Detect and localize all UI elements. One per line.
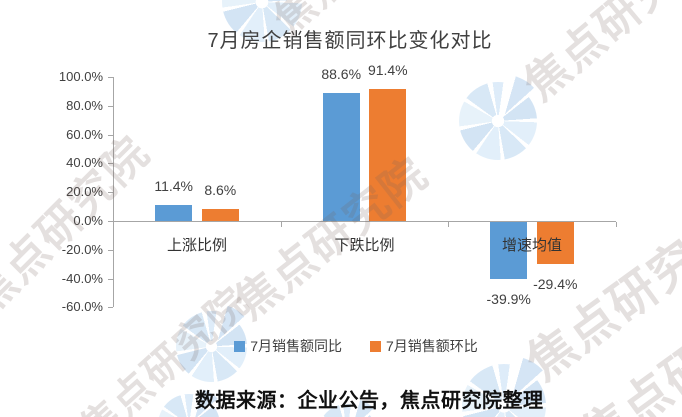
y-tick-label: 60.0% bbox=[66, 126, 103, 142]
y-tick-label: -60.0% bbox=[61, 299, 103, 315]
bar-yoy bbox=[322, 93, 360, 221]
y-tick-mark bbox=[108, 134, 113, 136]
x-tick-mark bbox=[280, 222, 282, 227]
y-tick-mark bbox=[108, 307, 113, 309]
y-tick-label: 80.0% bbox=[66, 97, 103, 113]
data-label: 88.6% bbox=[321, 66, 362, 83]
bar-mom bbox=[536, 222, 574, 265]
y-tick-label: 100.0% bbox=[58, 69, 103, 84]
data-label: -29.4% bbox=[533, 276, 578, 293]
legend-label: 7月销售额同比 bbox=[250, 338, 342, 354]
y-tick-mark bbox=[108, 278, 113, 280]
y-tick-mark bbox=[108, 163, 113, 165]
y-tick-label: -40.0% bbox=[61, 270, 103, 286]
y-tick-mark bbox=[108, 192, 113, 194]
y-tick-mark bbox=[108, 249, 113, 251]
y-tick-label: 0.0% bbox=[73, 213, 103, 228]
legend-label: 7月销售额环比 bbox=[386, 338, 478, 354]
bar-yoy bbox=[490, 222, 528, 280]
bar-mom bbox=[201, 208, 239, 221]
source-note: 数据来源：企业公告，焦点研究院整理 bbox=[195, 390, 544, 412]
data-label: -39.9% bbox=[486, 291, 531, 308]
legend-item-mom: 7月销售额环比 bbox=[370, 336, 478, 356]
data-label: 91.4% bbox=[367, 62, 408, 79]
y-tick-label: -20.0% bbox=[61, 241, 103, 257]
x-tick-mark bbox=[113, 222, 114, 227]
legend-item-yoy: 7月销售额同比 bbox=[234, 336, 342, 356]
legend: 7月销售额同比 7月销售额环比 bbox=[113, 336, 599, 356]
bar-mom bbox=[369, 89, 407, 221]
legend-swatch bbox=[234, 340, 246, 352]
category-label: 下跌比例 bbox=[334, 237, 395, 254]
y-tick-mark bbox=[108, 77, 113, 78]
y-tick-label: 40.0% bbox=[66, 155, 103, 171]
chart-title: 7月房企销售额同环比变化对比 bbox=[207, 30, 493, 52]
x-axis-line bbox=[113, 221, 616, 222]
y-tick-mark bbox=[108, 105, 113, 107]
y-axis-line bbox=[113, 77, 114, 308]
legend-swatch bbox=[370, 340, 381, 352]
y-tick-mark bbox=[108, 221, 113, 222]
x-tick-mark bbox=[448, 222, 450, 227]
y-tick-label: 20.0% bbox=[66, 184, 103, 200]
category-label: 增速均值 bbox=[501, 237, 562, 254]
data-label: 11.4% bbox=[154, 177, 194, 194]
data-label: 8.6% bbox=[204, 181, 237, 198]
category-label: 上涨比例 bbox=[166, 237, 227, 254]
bar-yoy bbox=[155, 204, 193, 221]
x-tick-mark bbox=[616, 222, 617, 227]
